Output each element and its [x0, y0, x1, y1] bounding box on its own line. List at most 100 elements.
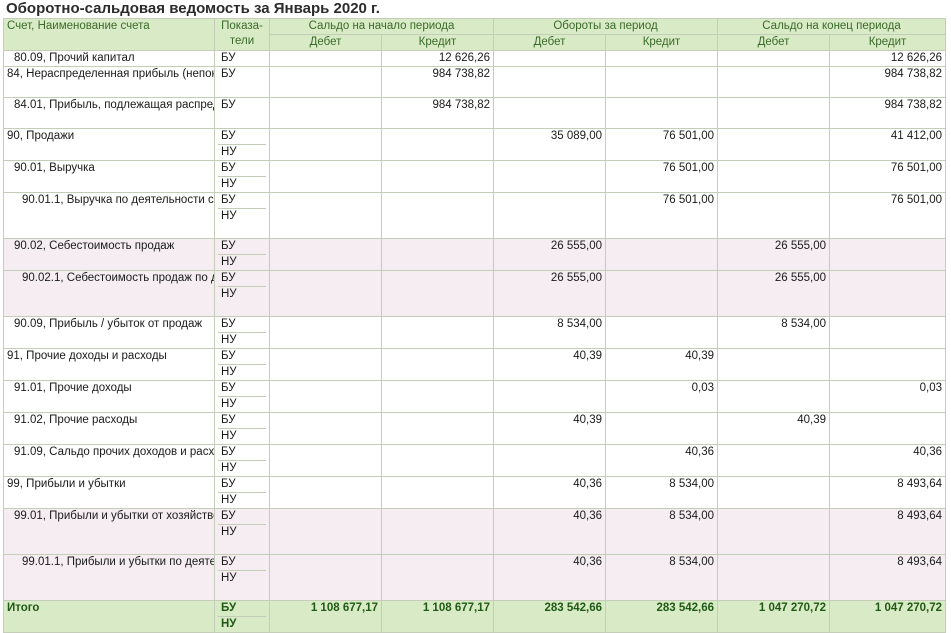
turnover-credit-cell[interactable]: 40,39 [604, 348, 719, 381]
closing-credit-cell[interactable]: 41 412,00 [829, 128, 947, 161]
closing-debit-cell[interactable] [717, 66, 831, 98]
turnover-credit-cell[interactable]: 76 501,00 [604, 160, 719, 193]
opening-credit-cell[interactable] [381, 160, 494, 193]
opening-credit-cell[interactable] [381, 380, 494, 413]
closing-credit-cell[interactable]: 76 501,00 [829, 160, 947, 193]
turnover-debit-cell[interactable]: 8 534,00 [493, 316, 606, 349]
turnover-credit-cell[interactable]: 8 534,00 [604, 508, 719, 555]
closing-debit-cell[interactable] [717, 50, 831, 67]
opening-credit-cell[interactable] [381, 238, 494, 271]
closing-credit-cell[interactable]: 8 493,64 [829, 476, 947, 509]
turnover-debit-cell[interactable] [493, 66, 606, 98]
account-name-cell[interactable]: 99.01.1, Прибыли и убытки по деятельност… [3, 554, 215, 601]
closing-credit-cell[interactable]: 8 493,64 [829, 508, 947, 555]
turnover-debit-cell[interactable]: 40,36 [493, 476, 606, 509]
closing-debit-cell[interactable] [717, 348, 831, 381]
turnover-credit-cell[interactable]: 0,03 [604, 380, 719, 413]
closing-debit-cell[interactable]: 26 555,00 [717, 270, 831, 317]
turnover-debit-cell[interactable] [493, 444, 606, 477]
closing-debit-cell[interactable]: 8 534,00 [717, 316, 831, 349]
table-row[interactable]: 84, Нераспределенная прибыль (непокрытый… [3, 66, 947, 98]
closing-debit-cell[interactable]: 40,39 [717, 412, 831, 445]
closing-credit-cell[interactable]: 12 626,26 [829, 50, 947, 67]
opening-debit-cell[interactable] [269, 238, 382, 271]
turnover-credit-cell[interactable]: 283 542,66 [604, 600, 719, 633]
total-label[interactable]: Итого [3, 600, 215, 633]
closing-debit-cell[interactable]: 26 555,00 [717, 238, 831, 271]
table-row[interactable]: 84.01, Прибыль, подлежащая распределению… [3, 97, 947, 129]
opening-debit-cell[interactable] [269, 508, 382, 555]
closing-debit-cell[interactable] [717, 476, 831, 509]
turnover-credit-cell[interactable]: 8 534,00 [604, 554, 719, 601]
opening-credit-cell[interactable] [381, 412, 494, 445]
column-header-account[interactable]: Счет, Наименование счета [3, 18, 215, 51]
opening-credit-cell[interactable] [381, 128, 494, 161]
column-header-opening-debit[interactable]: Дебет [269, 34, 382, 51]
opening-credit-cell[interactable] [381, 348, 494, 381]
opening-debit-cell[interactable] [269, 192, 382, 239]
opening-credit-cell[interactable] [381, 192, 494, 239]
turnover-debit-cell[interactable] [493, 160, 606, 193]
account-name-cell[interactable]: 90.02.1, Себестоимость продаж по деятель… [3, 270, 215, 317]
opening-credit-cell[interactable] [381, 508, 494, 555]
account-name-cell[interactable]: 99.01, Прибыли и убытки от хозяйственной… [3, 508, 215, 555]
turnover-credit-cell[interactable] [604, 316, 719, 349]
account-name-cell[interactable]: 84, Нераспределенная прибыль (непокрытый… [3, 66, 215, 98]
turnover-credit-cell[interactable] [604, 50, 719, 67]
closing-credit-cell[interactable]: 984 738,82 [829, 66, 947, 98]
table-row[interactable]: 90.01.1, Выручка по деятельности с основ… [3, 192, 947, 239]
opening-credit-cell[interactable]: 1 108 677,17 [381, 600, 494, 633]
opening-credit-cell[interactable]: 984 738,82 [381, 66, 494, 98]
closing-credit-cell[interactable]: 1 047 270,72 [829, 600, 947, 633]
turnover-debit-cell[interactable]: 40,39 [493, 348, 606, 381]
turnover-credit-cell[interactable] [604, 238, 719, 271]
opening-debit-cell[interactable] [269, 444, 382, 477]
table-row[interactable]: 90.02.1, Себестоимость продаж по деятель… [3, 270, 947, 317]
closing-credit-cell[interactable]: 8 493,64 [829, 554, 947, 601]
opening-debit-cell[interactable] [269, 50, 382, 67]
turnover-debit-cell[interactable] [493, 50, 606, 67]
table-row[interactable]: 91.09, Сальдо прочих доходов и расходовБ… [3, 444, 947, 477]
account-name-cell[interactable]: 90.09, Прибыль / убыток от продаж [3, 316, 215, 349]
opening-credit-cell[interactable] [381, 476, 494, 509]
turnover-credit-cell[interactable]: 76 501,00 [604, 128, 719, 161]
turnover-debit-cell[interactable]: 26 555,00 [493, 270, 606, 317]
column-header-opening-credit[interactable]: Кредит [381, 34, 494, 51]
turnover-credit-cell[interactable]: 40,36 [604, 444, 719, 477]
account-name-cell[interactable]: 90.01, Выручка [3, 160, 215, 193]
opening-debit-cell[interactable] [269, 97, 382, 129]
turnover-credit-cell[interactable]: 8 534,00 [604, 476, 719, 509]
table-row[interactable]: 91.02, Прочие расходы БУ НУ 40,39 40,39 [3, 412, 947, 445]
total-row[interactable]: Итого БУ НУ 1 108 677,17 1 108 677,17 283 542… [3, 600, 947, 633]
closing-credit-cell[interactable] [829, 316, 947, 349]
account-name-cell[interactable]: 90.02, Себестоимость продаж [3, 238, 215, 271]
opening-debit-cell[interactable] [269, 380, 382, 413]
account-name-cell[interactable]: 91.09, Сальдо прочих доходов и расходов [3, 444, 215, 477]
closing-credit-cell[interactable] [829, 238, 947, 271]
closing-credit-cell[interactable] [829, 412, 947, 445]
opening-debit-cell[interactable] [269, 270, 382, 317]
closing-debit-cell[interactable] [717, 554, 831, 601]
account-name-cell[interactable]: 91.02, Прочие расходы [3, 412, 215, 445]
column-header-indicators[interactable]: Показа- тели [214, 18, 270, 51]
column-header-turnover-debit[interactable]: Дебет [493, 34, 606, 51]
turnover-debit-cell[interactable]: 35 089,00 [493, 128, 606, 161]
closing-credit-cell[interactable]: 984 738,82 [829, 97, 947, 129]
opening-debit-cell[interactable] [269, 316, 382, 349]
account-name-cell[interactable]: 99, Прибыли и убытки [3, 476, 215, 509]
closing-credit-cell[interactable]: 0,03 [829, 380, 947, 413]
account-name-cell[interactable]: 90, Продажи [3, 128, 215, 161]
opening-credit-cell[interactable] [381, 270, 494, 317]
opening-credit-cell[interactable]: 984 738,82 [381, 97, 494, 129]
table-row[interactable]: 80.09, Прочий капитал БУ 12 626,26 12 626,2… [3, 50, 947, 67]
table-row[interactable]: 99.01.1, Прибыли и убытки по деятельност… [3, 554, 947, 601]
opening-debit-cell[interactable] [269, 128, 382, 161]
account-name-cell[interactable]: 91.01, Прочие доходы [3, 380, 215, 413]
turnover-credit-cell[interactable] [604, 412, 719, 445]
turnover-credit-cell[interactable]: 76 501,00 [604, 192, 719, 239]
closing-debit-cell[interactable] [717, 444, 831, 477]
column-header-closing-debit[interactable]: Дебет [717, 34, 831, 51]
table-row[interactable]: 91.01, Прочие доходы БУ НУ 0,03 0,03 [3, 380, 947, 413]
opening-credit-cell[interactable] [381, 444, 494, 477]
opening-debit-cell[interactable] [269, 160, 382, 193]
